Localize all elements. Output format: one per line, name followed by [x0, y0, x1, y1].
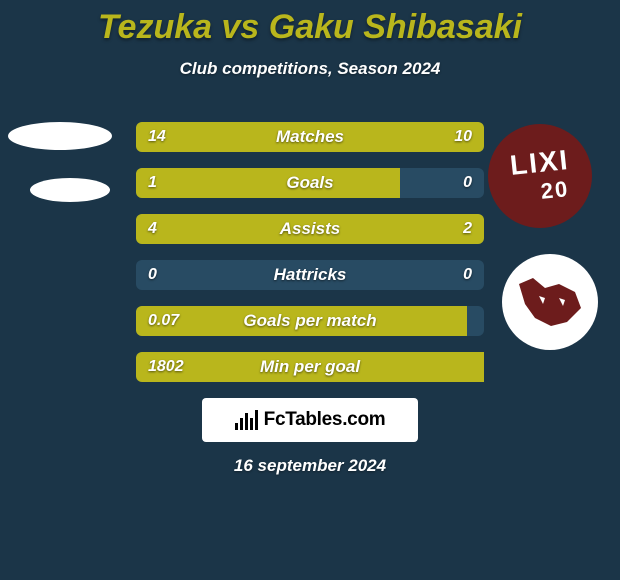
stat-row: Goals per match0.07: [136, 306, 484, 336]
stat-row: Assists4 2: [136, 214, 484, 244]
club-avatar: [502, 254, 598, 350]
wolf-icon: [515, 274, 585, 330]
stat-row: Min per goal1802: [136, 352, 484, 382]
stat-value-left: 4: [148, 214, 157, 244]
stat-label: Goals per match: [136, 306, 484, 336]
fctables-text: FcTables.com: [264, 409, 386, 431]
player1-avatar-bottom: [30, 178, 110, 202]
page-title: Tezuka vs Gaku Shibasaki: [0, 0, 620, 47]
stat-value-right: 0: [463, 168, 472, 198]
fctables-badge: FcTables.com: [202, 398, 418, 442]
stat-label: Hattricks: [136, 260, 484, 290]
stat-row: Goals1 0: [136, 168, 484, 198]
stat-value-right: 0: [463, 260, 472, 290]
stat-row: Hattricks0 0: [136, 260, 484, 290]
stat-value-right: 10: [454, 122, 472, 152]
date-text: 16 september 2024: [0, 456, 620, 476]
player2-avatar: LIXI 20: [488, 124, 592, 228]
stat-value-left: 0.07: [148, 306, 179, 336]
stat-label: Goals: [136, 168, 484, 198]
stat-label: Min per goal: [136, 352, 484, 382]
stats-area: Matches1410Goals10Assists42Hattricks00Go…: [136, 122, 484, 398]
stat-label: Matches: [136, 122, 484, 152]
stat-value-right: 2: [463, 214, 472, 244]
subtitle: Club competitions, Season 2024: [0, 59, 620, 79]
stat-value-left: 0: [148, 260, 157, 290]
stat-value-left: 14: [148, 122, 166, 152]
player2-avatar-text: LIXI 20: [510, 147, 569, 205]
stat-label: Assists: [136, 214, 484, 244]
stat-row: Matches14 10: [136, 122, 484, 152]
stat-value-left: 1802: [148, 352, 184, 382]
bar-chart-icon: [235, 410, 258, 430]
player1-avatar-top: [8, 122, 112, 150]
stat-value-left: 1: [148, 168, 157, 198]
